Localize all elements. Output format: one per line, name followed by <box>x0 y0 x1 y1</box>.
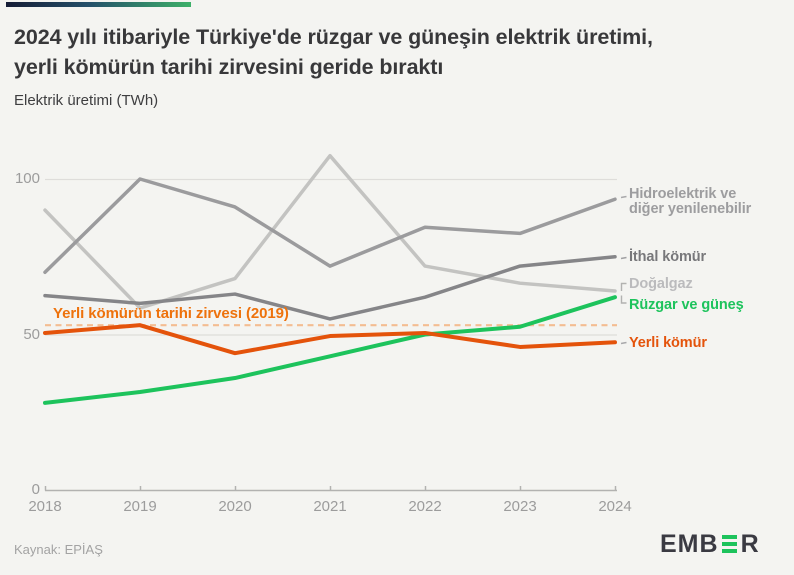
hidro-label-tick <box>620 195 627 199</box>
ember-logo: EMB R <box>660 531 760 557</box>
series-line-1 <box>43 177 617 275</box>
chart-title: 2024 yılı itibariyle Türkiye'de rüzgar v… <box>14 25 653 79</box>
x-tick-label-2021: 2021 <box>313 498 347 515</box>
yerli-label-tick <box>620 341 627 345</box>
y-tick-label-0: 0 <box>31 481 40 498</box>
ember-logo-text-left: EMB <box>660 529 719 558</box>
y-tick-label-100: 100 <box>14 170 40 187</box>
series-lines <box>43 153 617 405</box>
series-label-ithal-komur: İthal kömür <box>629 249 707 265</box>
end-label-connectors <box>620 195 627 345</box>
x-tick-label-2022: 2022 <box>408 498 442 515</box>
y-tick-label-50: 50 <box>23 325 40 343</box>
series-label-ruzgar-ve-gunes: Rüzgar ve güneş <box>629 297 744 313</box>
x-tick-label-2020: 2020 <box>218 498 252 515</box>
ember-logo-text-right: R <box>740 529 760 558</box>
ember-logo-e-bars-icon <box>721 535 737 553</box>
ruzgar-bracket <box>620 295 627 304</box>
x-tick-label-2024: 2024 <box>598 498 632 515</box>
x-tick-label-2019: 2019 <box>123 498 157 515</box>
series-label-dogalgaz: Doğalgaz <box>629 276 693 292</box>
series-label-yerli-komur: Yerli kömür <box>629 335 707 351</box>
series-line-5 <box>43 323 617 356</box>
series-line-2 <box>43 255 617 321</box>
reference-line-label: Yerli kömürün tarihi zirvesi (2019) <box>53 305 289 322</box>
x-tick-label-2023: 2023 <box>503 498 537 515</box>
x-axis <box>44 486 617 492</box>
ithal-label-tick <box>620 256 627 260</box>
dogalgaz-bracket <box>620 282 627 291</box>
source-attribution: Kaynak: EPİAŞ <box>14 542 103 557</box>
chart-subtitle: Elektrik üretimi (TWh) <box>14 92 159 109</box>
series-line-4 <box>43 295 617 405</box>
series-line-3 <box>43 153 617 310</box>
series-label-hidroelektrik: Hidroelektrik ve diğer yenilenebilir <box>629 186 752 217</box>
x-tick-label-2018: 2018 <box>28 498 62 515</box>
brand-accent-bar <box>6 2 191 7</box>
